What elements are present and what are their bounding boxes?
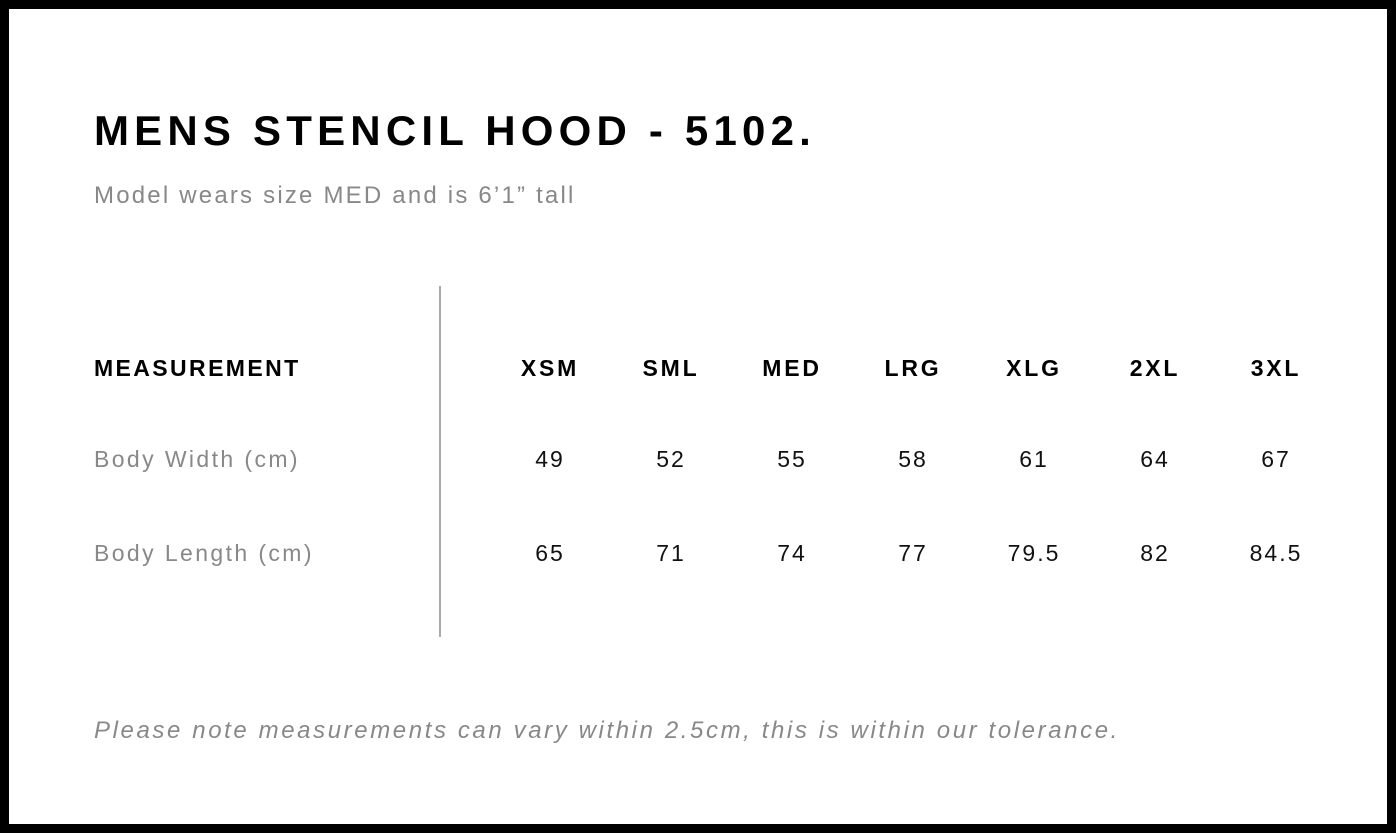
column-divider — [439, 286, 441, 637]
size-header-sml: SML — [642, 355, 700, 381]
row-label: Body Length (cm) — [94, 540, 314, 566]
table-cell: 52 — [656, 446, 686, 472]
table-cell: 84.5 — [1249, 540, 1303, 566]
table-cell: 58 — [898, 446, 928, 472]
table-cell: 61 — [1019, 446, 1049, 472]
table-cell: 49 — [535, 446, 565, 472]
measurement-header: MEASUREMENT — [94, 355, 301, 381]
size-header-2xl: 2XL — [1129, 355, 1181, 381]
tolerance-note: Please note measurements can vary within… — [94, 717, 1120, 744]
size-header-lrg: LRG — [884, 355, 942, 381]
size-header-xsm: XSM — [520, 355, 580, 381]
table-cell: 65 — [535, 540, 565, 566]
table-cell: 79.5 — [1007, 540, 1061, 566]
subtitle: Model wears size MED and is 6’1” tall — [94, 182, 576, 209]
row-label: Body Width (cm) — [94, 446, 300, 472]
table-cell: 77 — [898, 540, 928, 566]
size-chart-card: MENS STENCIL HOOD - 5102. Model wears si… — [9, 9, 1387, 824]
size-header-xlg: XLG — [1006, 355, 1062, 381]
table-cell: 82 — [1140, 540, 1170, 566]
size-header-3xl: 3XL — [1250, 355, 1302, 381]
table-cell: 67 — [1261, 446, 1291, 472]
table-cell: 74 — [777, 540, 807, 566]
table-cell: 55 — [777, 446, 807, 472]
page-title: MENS STENCIL HOOD - 5102. — [94, 107, 817, 154]
table-cell: 64 — [1140, 446, 1170, 472]
table-cell: 71 — [656, 540, 686, 566]
size-header-med: MED — [762, 355, 822, 381]
